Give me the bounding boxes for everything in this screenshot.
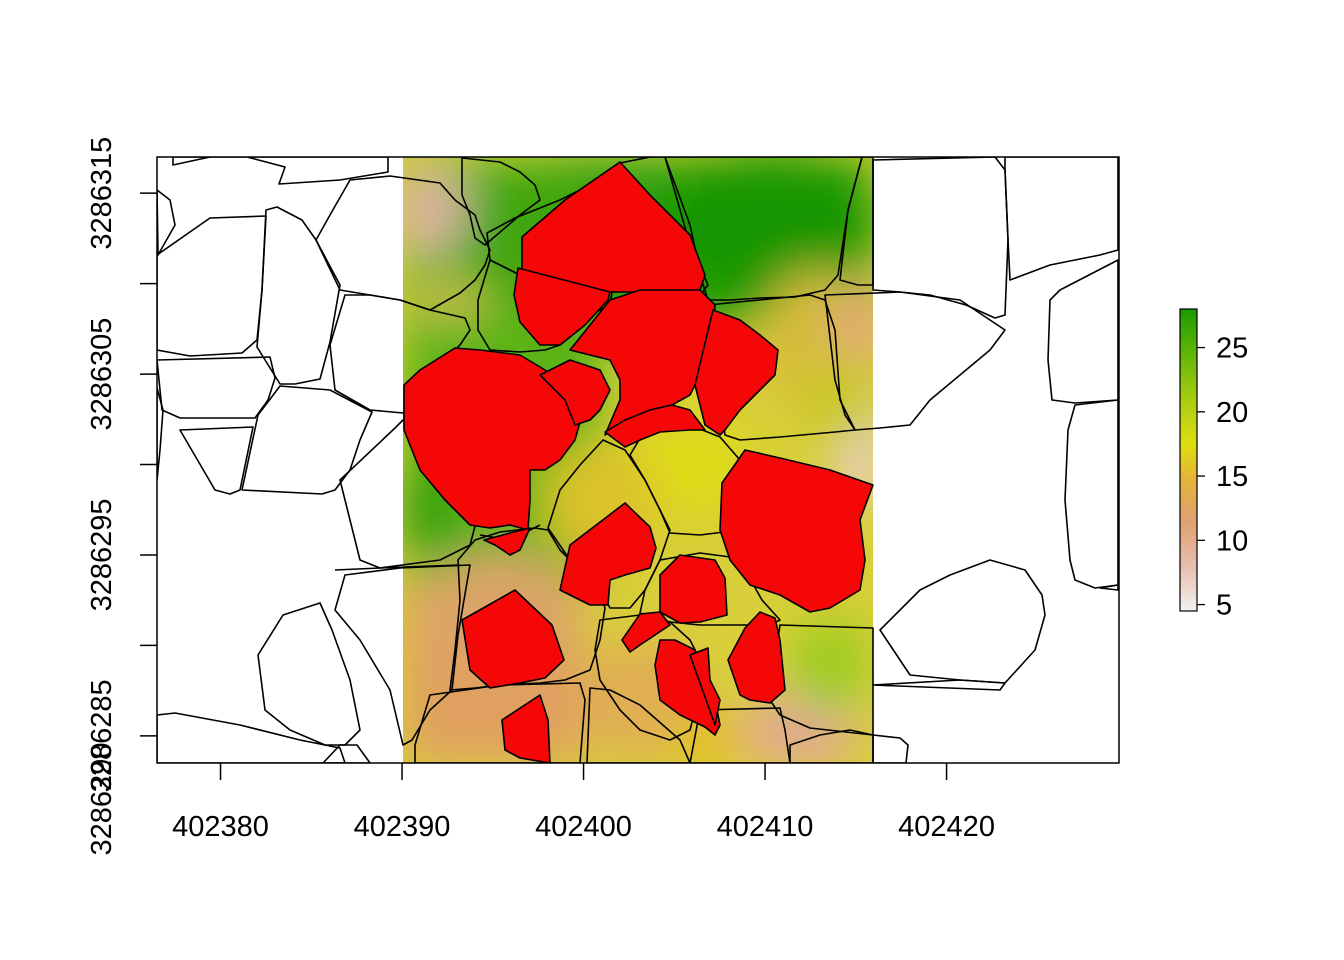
crown-outline	[1004, 157, 1119, 281]
crown-outline	[824, 291, 1006, 431]
legend-tick-label: 25	[1216, 333, 1248, 365]
crown-outline	[689, 707, 791, 763]
crown-outline	[315, 175, 491, 311]
crown-outline	[241, 385, 373, 495]
crown-outline	[334, 564, 471, 746]
crown-filled	[659, 554, 728, 624]
crown-outline	[872, 157, 1009, 319]
crown-outline	[872, 734, 909, 763]
crown-filled	[483, 527, 531, 556]
crown-filled	[403, 347, 583, 531]
polygon-layer	[157, 157, 1119, 763]
x-tick-label: 402410	[717, 811, 814, 843]
crown-outline	[789, 729, 874, 763]
crown-outline	[256, 206, 341, 385]
crown-outline	[172, 157, 389, 185]
crown-filled	[569, 289, 716, 436]
crown-filled	[694, 309, 779, 436]
crown-filled	[539, 359, 611, 426]
crown-outline	[594, 614, 701, 741]
y-axis: 3286285 3286295 3286305 3286315 3286290	[86, 137, 157, 856]
crown-outline	[322, 744, 371, 763]
y-tick-label: 3286290	[86, 743, 118, 856]
crown-outline	[1099, 584, 1119, 591]
legend-colorbar	[1179, 308, 1198, 612]
crown-outline	[1047, 259, 1119, 404]
x-tick-label: 402420	[898, 811, 995, 843]
crown-filled	[461, 589, 565, 689]
crown-filled	[501, 694, 551, 763]
x-axis: 402380 402390 402400 402410 402420	[172, 763, 995, 843]
crown-outline	[157, 387, 164, 481]
crown-outline	[1064, 399, 1119, 589]
y-tick-label: 3286295	[86, 499, 118, 612]
x-tick-label: 402400	[535, 811, 632, 843]
crown-outline	[872, 679, 1006, 691]
crown-outline	[586, 687, 691, 763]
crown-outline	[707, 294, 856, 441]
plot-frame	[156, 156, 1120, 764]
crown-outline	[157, 215, 267, 357]
crown-outline	[157, 712, 346, 763]
crown-outline	[257, 602, 361, 746]
y-tick-label: 3286315	[86, 137, 118, 250]
crown-filled	[719, 449, 874, 613]
legend-tick-label: 10	[1216, 525, 1248, 557]
legend-tick-label: 20	[1216, 397, 1248, 429]
x-tick-label: 402390	[354, 811, 451, 843]
x-tick-label: 402380	[172, 811, 269, 843]
crown-outline	[334, 564, 461, 571]
crown-filled	[604, 404, 706, 448]
crown-filled	[513, 267, 611, 346]
y-tick-label: 3286285	[86, 679, 118, 792]
crown-outline	[179, 426, 254, 495]
legend-tick-label: 15	[1216, 461, 1248, 493]
red-polygons	[403, 161, 874, 763]
crown-outline	[461, 157, 541, 246]
crown-filled	[727, 611, 786, 704]
crown-filled	[559, 502, 657, 606]
y-tick-label: 3286305	[86, 318, 118, 431]
crown-filled	[689, 647, 721, 726]
crown-outline	[879, 559, 1046, 684]
crown-filled	[621, 611, 671, 653]
crown-outline	[839, 157, 874, 286]
legend-tick-label: 5	[1216, 590, 1232, 622]
crown-outline	[157, 356, 276, 419]
legend: 5 10 15 20 25	[1179, 308, 1248, 622]
